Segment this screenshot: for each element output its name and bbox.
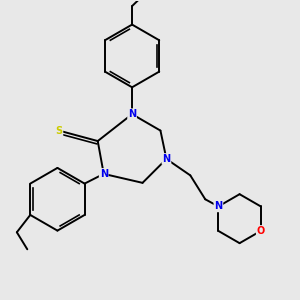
Text: O: O — [257, 226, 265, 236]
Text: S: S — [56, 126, 62, 136]
Text: N: N — [128, 109, 136, 119]
Text: N: N — [100, 169, 108, 179]
Text: N: N — [214, 201, 222, 212]
Text: N: N — [162, 154, 170, 164]
